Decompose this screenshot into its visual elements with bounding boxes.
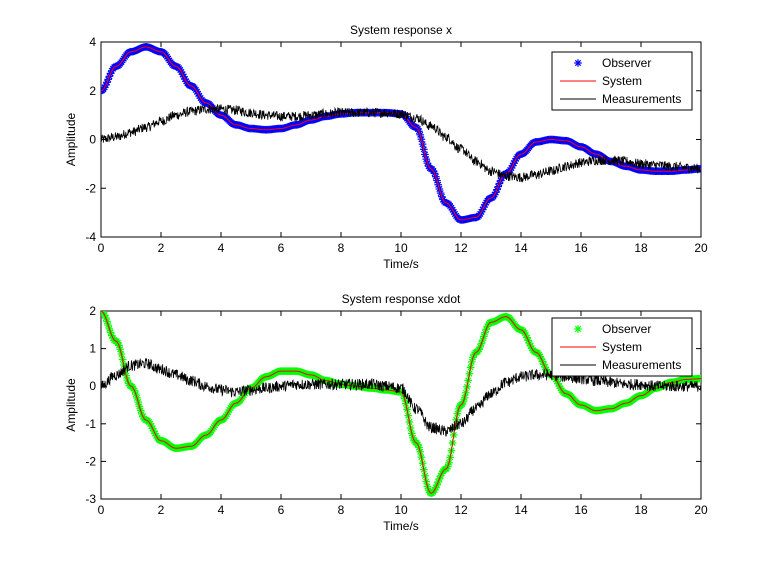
x-axis-label: Time/s	[383, 257, 419, 271]
y-axis-label: Amplitude	[64, 378, 78, 432]
x-tick-label: 20	[694, 241, 708, 255]
legend: Observer System Measurements	[552, 52, 692, 110]
subplot-1: System response x 0 2 4 6 8 10 12 14 16 18 20 -4 -2 0 2…	[64, 23, 708, 271]
y-tick-label: 2	[89, 84, 96, 98]
x-tick-label: 4	[218, 503, 225, 517]
legend: Observer System Measurements	[552, 318, 692, 376]
x-tick-label: 14	[514, 503, 528, 517]
legend-label: Observer	[602, 56, 651, 70]
y-axis-label: Amplitude	[64, 113, 78, 167]
y-tick-label: 2	[89, 304, 96, 318]
x-tick-label: 18	[634, 241, 648, 255]
x-axis-label: Time/s	[383, 519, 419, 533]
x-tick-label: 0	[98, 503, 105, 517]
y-tick-label: -2	[85, 181, 96, 195]
legend-label: Observer	[602, 322, 651, 336]
y-tick-label: -4	[85, 230, 96, 244]
x-tick-label: 16	[574, 241, 588, 255]
legend-marker	[574, 325, 582, 333]
legend-label: Measurements	[602, 92, 681, 106]
x-tick-label: 8	[338, 503, 345, 517]
x-tick-label: 18	[634, 503, 648, 517]
x-tick-label: 0	[98, 241, 105, 255]
x-tick-label: 4	[218, 241, 225, 255]
y-tick-label: 1	[89, 342, 96, 356]
y-tick-label: 0	[89, 379, 96, 393]
x-tick-label: 12	[454, 503, 468, 517]
x-tick-label: 16	[574, 503, 588, 517]
chart-title: System response xdot	[342, 292, 461, 306]
legend-marker	[574, 59, 582, 67]
chart-title: System response x	[350, 23, 452, 37]
legend-label: Measurements	[602, 358, 681, 372]
y-tick-label: -1	[85, 417, 96, 431]
legend-label: System	[602, 340, 642, 354]
x-tick-label: 20	[694, 503, 708, 517]
x-tick-label: 6	[278, 503, 285, 517]
y-tick-label: -2	[85, 454, 96, 468]
x-tick-label: 12	[454, 241, 468, 255]
legend-label: System	[602, 74, 642, 88]
x-tick-label: 14	[514, 241, 528, 255]
y-tick-label: 0	[89, 133, 96, 147]
x-tick-label: 10	[394, 241, 408, 255]
x-tick-label: 8	[338, 241, 345, 255]
x-tick-label: 10	[394, 503, 408, 517]
y-tick-label: 4	[89, 35, 96, 49]
x-tick-label: 2	[158, 241, 165, 255]
x-tick-label: 6	[278, 241, 285, 255]
y-tick-label: -3	[85, 492, 96, 506]
x-tick-label: 2	[158, 503, 165, 517]
